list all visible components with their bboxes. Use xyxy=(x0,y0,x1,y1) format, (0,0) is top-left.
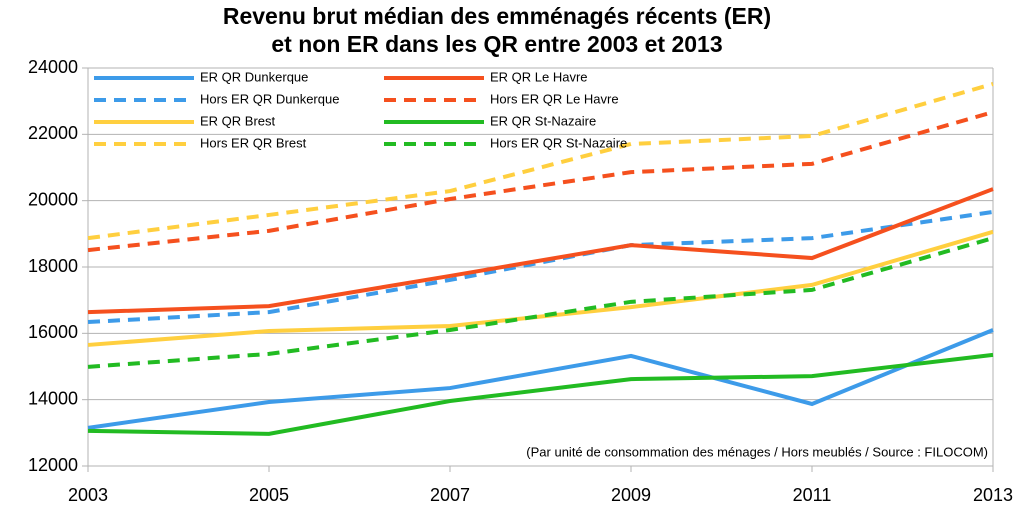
legend-label: ER QR Brest xyxy=(200,113,276,128)
y-tick-label: 18000 xyxy=(28,256,78,276)
series-line xyxy=(87,209,994,325)
y-tick-label: 22000 xyxy=(28,123,78,143)
legend-label: Hors ER QR St-Nazaire xyxy=(490,135,627,150)
y-tick-label: 12000 xyxy=(28,455,78,475)
annotation: (Par unité de consommation des ménages /… xyxy=(526,444,988,459)
series-line xyxy=(87,236,994,369)
series-line xyxy=(87,187,994,315)
y-tick-label: 20000 xyxy=(28,189,78,209)
y-tick-label: 24000 xyxy=(28,57,78,77)
legend-label: Hors ER QR Dunkerque xyxy=(200,91,339,106)
x-tick-label: 2005 xyxy=(249,485,289,505)
x-tick-label: 2009 xyxy=(611,485,651,505)
legend-label: Hors ER QR Le Havre xyxy=(490,91,619,106)
x-tick-label: 2007 xyxy=(430,485,470,505)
legend-label: Hors ER QR Brest xyxy=(200,135,307,150)
series-line xyxy=(87,328,994,430)
legend-label: ER QR Le Havre xyxy=(490,69,588,84)
series-line xyxy=(87,352,994,436)
legend-label: ER QR St-Nazaire xyxy=(490,113,596,128)
y-tick-label: 14000 xyxy=(28,388,78,408)
x-tick-label: 2011 xyxy=(793,485,832,505)
series-line xyxy=(87,81,994,241)
series-line xyxy=(87,110,994,253)
x-tick-label: 2003 xyxy=(68,485,108,505)
y-tick-label: 16000 xyxy=(28,322,78,342)
series-line xyxy=(87,229,994,347)
legend-label: ER QR Dunkerque xyxy=(200,69,308,84)
x-tick-label: 2013 xyxy=(973,485,1013,505)
chart-title: et non ER dans les QR entre 2003 et 2013 xyxy=(271,31,722,57)
chart-title: Revenu brut médian des emménagés récents… xyxy=(223,3,771,29)
